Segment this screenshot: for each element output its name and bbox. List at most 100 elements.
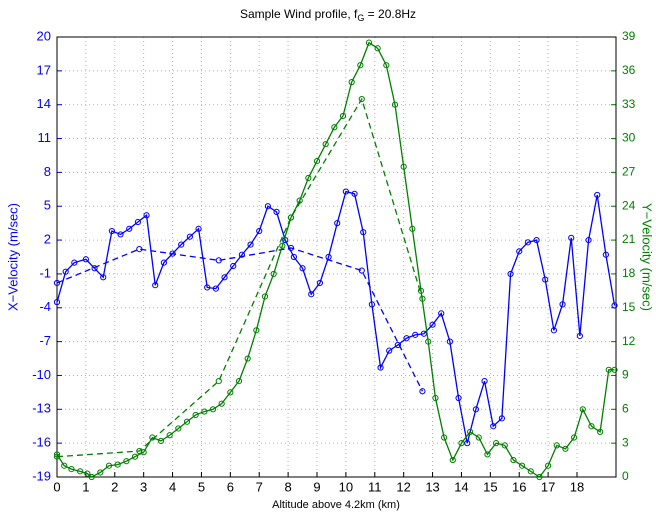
data-point <box>215 257 222 264</box>
data-point <box>467 428 474 435</box>
data-point <box>419 388 426 395</box>
data-point <box>562 445 569 452</box>
data-point <box>157 437 165 444</box>
title-end: = 20.8Hz <box>364 7 416 21</box>
data-point <box>316 279 323 287</box>
y-tick-label: -10 <box>32 367 51 382</box>
y2-tick-label: 36 <box>622 63 636 77</box>
data-point <box>322 141 329 148</box>
y-tick-label: 20 <box>37 28 51 43</box>
series-line <box>56 97 424 458</box>
data-point <box>62 268 69 275</box>
data-point <box>126 225 133 232</box>
x-tick-label: 1 <box>82 479 89 494</box>
x-tick-label: 13 <box>425 479 439 494</box>
x-tick-label: 11 <box>368 479 382 494</box>
data-point <box>215 378 222 385</box>
data-point <box>261 293 269 300</box>
x-axis-label: Altitude above 4.2km (km) <box>272 499 400 511</box>
data-point <box>374 45 381 52</box>
data-point <box>377 364 384 371</box>
data-point <box>160 259 167 266</box>
data-point <box>449 456 456 464</box>
data-point <box>201 408 208 415</box>
title-subscript: G <box>357 13 364 23</box>
data-point <box>238 251 245 258</box>
y-tick-label: 2 <box>44 232 51 247</box>
data-point <box>279 242 286 249</box>
y2-tick-label: 27 <box>622 165 636 179</box>
data-point <box>108 227 115 235</box>
data-point <box>287 214 295 221</box>
x-tick-label: 17 <box>541 479 555 494</box>
data-point <box>464 440 471 447</box>
data-point <box>519 462 526 469</box>
data-point <box>432 394 439 402</box>
data-point <box>516 248 523 255</box>
data-point <box>472 406 479 413</box>
data-point <box>68 466 75 473</box>
data-point <box>204 284 211 291</box>
data-point <box>136 447 143 455</box>
data-point <box>357 62 364 69</box>
data-point <box>123 458 130 465</box>
data-point <box>105 462 113 469</box>
x-tick-label: 3 <box>140 479 147 494</box>
data-point <box>221 274 228 281</box>
data-point <box>287 244 295 252</box>
data-point <box>400 163 407 170</box>
x-tick-label: 7 <box>256 479 263 494</box>
data-point <box>446 338 453 345</box>
y-tick-label: -7 <box>39 333 51 348</box>
data-point <box>510 456 517 464</box>
data-point <box>212 285 219 292</box>
data-point <box>441 434 448 441</box>
data-point <box>481 378 488 385</box>
y2-tick-label: 21 <box>622 232 636 246</box>
x-tick-label: 14 <box>454 479 468 494</box>
y-tick-label: 11 <box>38 130 52 145</box>
data-point <box>299 265 306 272</box>
title-main: Sample Wind profile, f <box>240 7 358 21</box>
data-point <box>348 79 355 86</box>
data-point <box>490 423 497 430</box>
data-point <box>576 332 583 340</box>
data-point <box>536 473 543 481</box>
data-point <box>425 338 432 345</box>
y2-tick-label: 6 <box>622 401 629 415</box>
data-point <box>227 389 234 396</box>
data-point <box>331 124 338 131</box>
data-point <box>97 469 104 476</box>
x-tick-label: 9 <box>313 479 320 494</box>
data-point <box>53 299 61 306</box>
data-point <box>368 301 375 308</box>
data-point <box>152 282 159 289</box>
data-point <box>264 203 271 210</box>
y2-tick-label: 30 <box>622 131 636 145</box>
data-point <box>270 270 277 278</box>
y-axis-label: X−Velocity (m/sec) <box>5 203 20 311</box>
y2-tick-label: 3 <box>622 435 629 449</box>
data-point <box>140 449 147 456</box>
data-point <box>230 262 237 270</box>
data-point <box>247 241 254 248</box>
data-point <box>53 279 61 287</box>
chart-title: Sample Wind profile, fG = 20.8Hz <box>240 7 416 23</box>
data-point <box>545 462 552 469</box>
x-tick-label: 18 <box>570 479 584 494</box>
y-tick-label: 8 <box>44 164 51 179</box>
data-point <box>358 267 365 274</box>
x-tick-label: 10 <box>339 479 353 494</box>
y2-tick-label: 39 <box>622 29 636 43</box>
data-point <box>365 39 373 46</box>
y-tick-label: 17 <box>37 62 51 77</box>
data-point <box>571 434 578 441</box>
y2-axis-label: Y−Velocity (m/sec) <box>640 203 655 311</box>
y2-tick-label: 9 <box>622 368 629 382</box>
x-tick-label: 16 <box>512 479 526 494</box>
y-tick-label: -1 <box>39 265 51 280</box>
data-point <box>611 366 618 373</box>
data-point <box>351 190 358 197</box>
data-point <box>61 462 68 469</box>
